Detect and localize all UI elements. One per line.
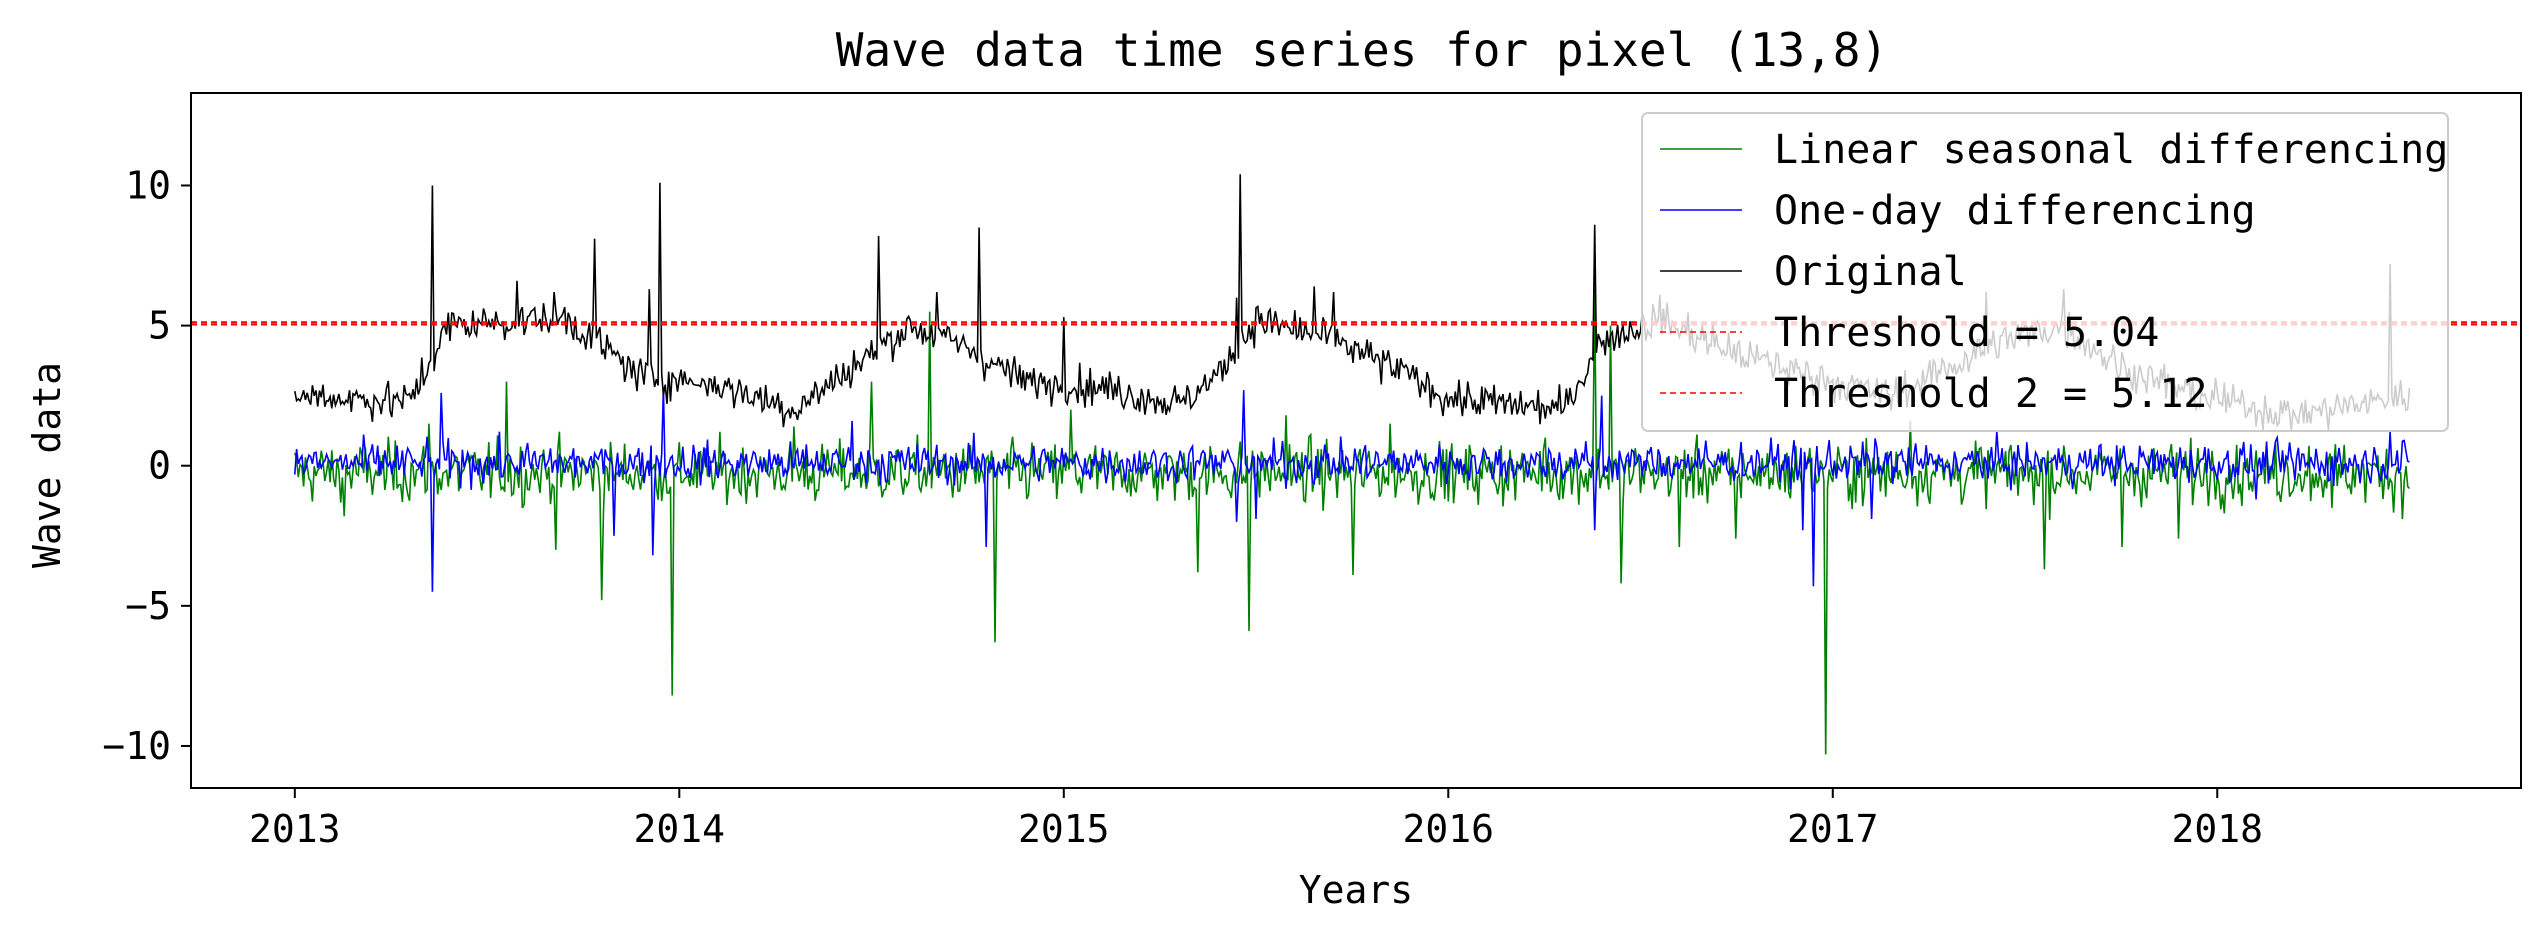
- legend-label: One-day differencing: [1774, 188, 2256, 234]
- legend-label: Linear seasonal differencing: [1774, 127, 2448, 173]
- x-tick-label: 2013: [249, 807, 341, 851]
- x-tick-label: 2017: [1787, 807, 1879, 851]
- legend-box: [1641, 112, 2449, 432]
- x-axis-label: Years: [1299, 868, 1413, 912]
- y-tick-label: 10: [125, 163, 171, 207]
- y-tick-label: −5: [125, 584, 171, 628]
- legend-label: Threshold 2 = 5.12: [1774, 371, 2207, 417]
- series-line-linear-seasonal-differencing: [294, 289, 2411, 755]
- legend: Linear seasonal differencing One-day diff…: [1641, 112, 2449, 432]
- axis-ticks: 2013 2014 2015 2016 2017 2018 −10 −5 0 5 10: [102, 163, 2263, 851]
- plot-frame: [190, 92, 2522, 789]
- y-axis-label: Wave data: [25, 362, 69, 568]
- x-tick-label: 2015: [1018, 807, 1110, 851]
- y-tick-label: −10: [102, 724, 171, 768]
- y-tick-label: 0: [148, 444, 171, 488]
- y-tick-label: 5: [148, 304, 171, 348]
- legend-label: Threshold = 5.04: [1774, 310, 2159, 356]
- x-tick-label: 2018: [2171, 807, 2263, 851]
- chart-title: Wave data time series for pixel (13,8): [836, 23, 1888, 77]
- series-line-one-day-differencing: [294, 387, 2410, 592]
- legend-label: Original: [1774, 249, 1967, 295]
- x-tick-label: 2014: [634, 807, 726, 851]
- x-tick-label: 2016: [1403, 807, 1495, 851]
